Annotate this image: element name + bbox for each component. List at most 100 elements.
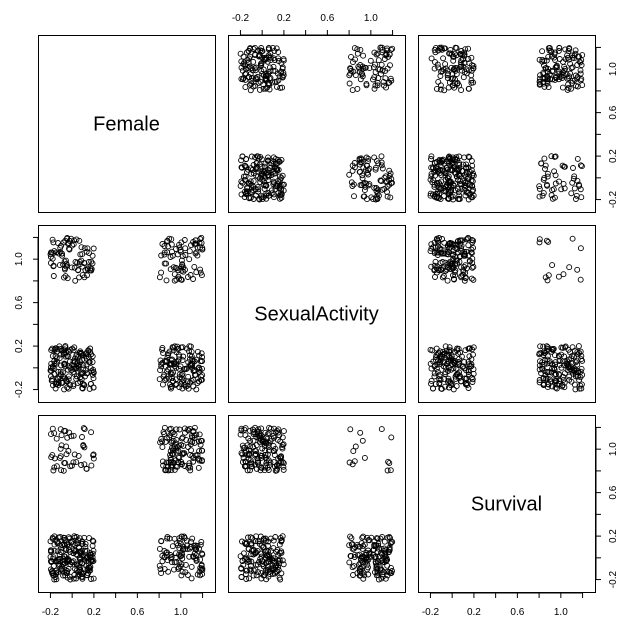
data-point bbox=[279, 444, 286, 451]
data-point bbox=[250, 58, 257, 65]
data-point bbox=[75, 452, 82, 459]
data-point bbox=[431, 168, 438, 175]
data-point bbox=[470, 192, 477, 199]
data-point bbox=[259, 445, 266, 452]
data-point bbox=[248, 80, 255, 87]
panel-SexualActivity-vs-Survival bbox=[418, 225, 596, 403]
data-point bbox=[346, 171, 353, 178]
data-point bbox=[541, 83, 548, 90]
data-point bbox=[246, 575, 253, 582]
data-point bbox=[260, 85, 267, 92]
data-point bbox=[571, 55, 577, 62]
data-point bbox=[259, 452, 266, 459]
data-point bbox=[158, 361, 165, 368]
data-point bbox=[468, 54, 475, 61]
data-point bbox=[178, 267, 185, 274]
data-point bbox=[578, 163, 585, 170]
data-point bbox=[63, 443, 70, 450]
data-point bbox=[160, 462, 167, 469]
data-point bbox=[453, 71, 460, 78]
data-point bbox=[555, 47, 562, 54]
tick-label: 0.2 bbox=[277, 13, 291, 24]
data-point bbox=[163, 277, 170, 284]
data-point bbox=[196, 448, 203, 455]
data-point bbox=[179, 568, 186, 575]
data-point bbox=[80, 362, 87, 369]
data-point bbox=[467, 182, 473, 189]
data-point bbox=[359, 175, 366, 182]
data-point bbox=[248, 558, 255, 565]
data-point bbox=[386, 546, 393, 553]
data-point bbox=[53, 355, 60, 362]
data-point bbox=[241, 426, 248, 433]
data-point bbox=[382, 550, 389, 557]
data-point bbox=[556, 377, 563, 384]
data-point bbox=[262, 56, 269, 62]
data-point bbox=[380, 78, 387, 85]
data-point bbox=[250, 429, 257, 436]
data-point bbox=[551, 364, 558, 371]
data-point bbox=[56, 355, 63, 362]
data-point bbox=[452, 187, 459, 194]
data-point bbox=[358, 540, 365, 547]
data-point bbox=[556, 44, 563, 51]
data-point bbox=[569, 344, 576, 351]
data-point bbox=[363, 154, 370, 161]
data-point bbox=[66, 245, 72, 252]
data-point bbox=[90, 366, 97, 373]
data-point bbox=[435, 239, 442, 246]
data-point bbox=[199, 551, 206, 558]
data-point bbox=[465, 190, 472, 196]
data-point bbox=[431, 266, 438, 273]
data-point bbox=[168, 360, 175, 367]
data-point bbox=[441, 376, 448, 383]
data-point bbox=[567, 60, 574, 67]
data-point bbox=[469, 237, 475, 243]
panel-Female-vs-SexualActivity bbox=[228, 35, 406, 213]
data-point bbox=[549, 345, 556, 352]
data-point bbox=[442, 267, 449, 274]
data-point bbox=[445, 154, 452, 161]
data-point bbox=[58, 250, 65, 257]
data-point bbox=[68, 367, 75, 374]
data-point bbox=[51, 365, 58, 372]
data-point bbox=[186, 343, 193, 350]
data-point bbox=[81, 245, 88, 252]
data-point bbox=[372, 82, 379, 89]
tick-label: 0.2 bbox=[467, 607, 481, 618]
data-point bbox=[250, 572, 257, 579]
data-point bbox=[166, 348, 173, 355]
tick-label: -0.2 bbox=[608, 571, 619, 589]
data-point bbox=[169, 377, 176, 384]
data-point bbox=[350, 68, 357, 75]
data-point bbox=[555, 68, 562, 75]
data-point bbox=[453, 383, 460, 390]
data-point bbox=[74, 259, 81, 266]
data-point bbox=[569, 77, 576, 84]
data-point bbox=[270, 170, 277, 177]
data-point bbox=[191, 439, 198, 446]
data-point bbox=[50, 273, 57, 279]
data-point bbox=[560, 180, 567, 187]
data-point bbox=[359, 437, 366, 444]
data-point bbox=[542, 65, 549, 72]
data-point bbox=[175, 273, 182, 280]
data-point bbox=[51, 576, 58, 583]
tick-label: 0.6 bbox=[510, 607, 524, 618]
data-point bbox=[248, 463, 255, 470]
data-point bbox=[458, 185, 465, 192]
data-point bbox=[159, 346, 166, 353]
data-point bbox=[430, 385, 436, 392]
data-point bbox=[438, 246, 445, 253]
data-point bbox=[78, 573, 85, 580]
data-point bbox=[578, 381, 585, 388]
data-point bbox=[256, 432, 263, 439]
data-point bbox=[173, 349, 180, 356]
data-point bbox=[458, 181, 465, 188]
data-point bbox=[545, 238, 552, 245]
data-point bbox=[64, 262, 70, 269]
data-point bbox=[387, 194, 394, 201]
data-point bbox=[279, 434, 286, 441]
data-point bbox=[266, 75, 273, 82]
data-point bbox=[277, 576, 284, 583]
